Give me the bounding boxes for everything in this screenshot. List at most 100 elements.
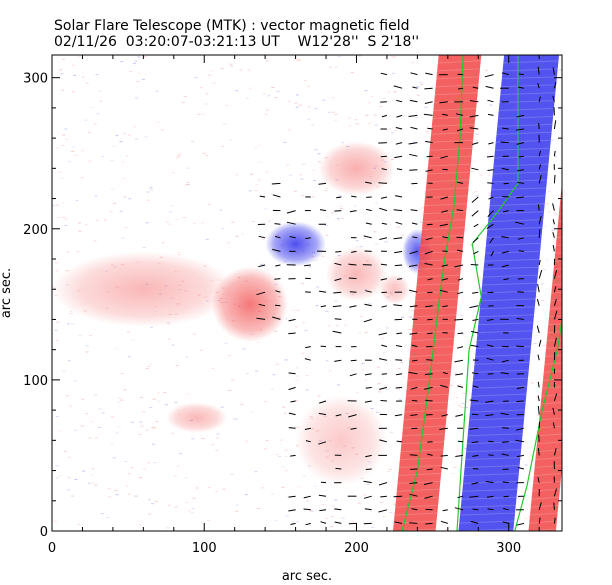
- field-vector: [393, 495, 403, 498]
- field-vector: [305, 440, 311, 443]
- noise-speck: [358, 55, 362, 57]
- noise-speck: [93, 123, 97, 125]
- x-tick-label: 300: [496, 541, 521, 556]
- band-texture-line: [464, 465, 520, 468]
- band-texture-line: [565, 148, 592, 150]
- noise-speck: [383, 97, 386, 99]
- noise-speck: [294, 102, 298, 104]
- noise-speck: [93, 240, 97, 242]
- field-vector: [553, 270, 558, 279]
- noise-speck: [115, 432, 119, 434]
- noise-speck: [229, 63, 233, 65]
- band-texture-line: [469, 409, 525, 413]
- noise-speck: [151, 443, 155, 445]
- noise-speck: [325, 187, 329, 189]
- y-tick-label: 200: [23, 223, 48, 238]
- noise-speck: [119, 141, 123, 143]
- band-texture-line: [494, 147, 550, 151]
- noise-speck: [330, 526, 333, 528]
- band-texture-line: [413, 314, 457, 318]
- field-vector: [393, 237, 403, 240]
- noise-speck: [134, 60, 138, 62]
- noise-speck: [261, 239, 265, 241]
- noise-speck: [355, 246, 359, 248]
- field-vector: [424, 373, 433, 375]
- band-texture-line: [437, 60, 481, 64]
- field-vector: [363, 480, 372, 484]
- field-vector: [319, 400, 327, 404]
- band-texture-line: [488, 219, 544, 223]
- noise-speck: [306, 356, 310, 358]
- field-vector: [503, 278, 509, 281]
- noise-speck: [385, 58, 389, 60]
- field-vector: [394, 264, 403, 267]
- chart-title: Solar Flare Telescope (MTK) : vector mag…: [54, 18, 410, 34]
- field-vector: [379, 207, 388, 212]
- band-texture-line: [573, 69, 600, 71]
- noise-speck: [123, 132, 127, 134]
- field-vector: [425, 237, 433, 241]
- field-vector: [425, 399, 433, 402]
- field-vector: [411, 508, 418, 511]
- noise-speck: [311, 510, 314, 512]
- field-vector: [552, 407, 555, 415]
- field-vector: [427, 453, 433, 456]
- noise-speck: [335, 325, 339, 326]
- band-texture-line: [429, 147, 473, 151]
- noise-speck: [184, 477, 188, 479]
- field-vector: [395, 195, 403, 198]
- band-texture-line: [461, 496, 517, 500]
- noise-speck: [299, 104, 302, 106]
- field-vector: [488, 196, 494, 200]
- field-vector: [486, 495, 494, 498]
- noise-speck: [350, 72, 354, 74]
- noise-speck: [157, 400, 161, 402]
- field-vector: [469, 305, 479, 309]
- noise-speck: [136, 81, 140, 83]
- noise-speck: [272, 374, 276, 376]
- field-vector: [396, 168, 403, 171]
- noise-speck: [287, 100, 291, 102]
- band-texture-line: [478, 322, 534, 326]
- noise-speck: [545, 258, 549, 260]
- field-vector: [363, 495, 372, 499]
- field-vector: [454, 318, 464, 321]
- noise-speck: [121, 161, 125, 163]
- noise-speck: [182, 217, 186, 218]
- band-texture-line: [485, 250, 540, 254]
- band-texture-line: [396, 488, 440, 492]
- field-vector: [500, 372, 509, 375]
- field-vector: [440, 210, 448, 213]
- noise-speck: [544, 225, 547, 227]
- noise-speck: [304, 330, 308, 332]
- noise-speck: [85, 413, 89, 414]
- noise-speck: [116, 401, 120, 403]
- noise-speck: [281, 466, 285, 468]
- field-vector: [487, 508, 494, 511]
- noise-speck: [408, 328, 412, 330]
- noise-speck: [388, 128, 391, 130]
- noise-speck: [303, 79, 307, 81]
- field-vector: [365, 454, 372, 458]
- field-vector: [517, 237, 525, 240]
- noise-speck: [227, 242, 231, 244]
- noise-speck: [232, 418, 236, 420]
- noise-speck: [97, 427, 101, 428]
- noise-speck: [91, 482, 95, 484]
- noise-speck: [58, 171, 62, 173]
- band-texture-line: [468, 425, 524, 429]
- field-vector: [538, 339, 542, 347]
- field-vector: [409, 99, 418, 103]
- noise-speck: [171, 172, 175, 174]
- negative-spot-center: [265, 221, 327, 267]
- noise-speck: [168, 211, 172, 213]
- noise-speck: [122, 178, 126, 179]
- field-vector: [256, 291, 266, 296]
- noise-speck: [339, 207, 343, 209]
- noise-speck: [247, 69, 251, 71]
- noise-speck: [295, 326, 299, 328]
- field-vector: [258, 303, 266, 307]
- field-vector: [457, 332, 464, 335]
- field-vector: [333, 291, 342, 294]
- field-vector: [426, 155, 433, 158]
